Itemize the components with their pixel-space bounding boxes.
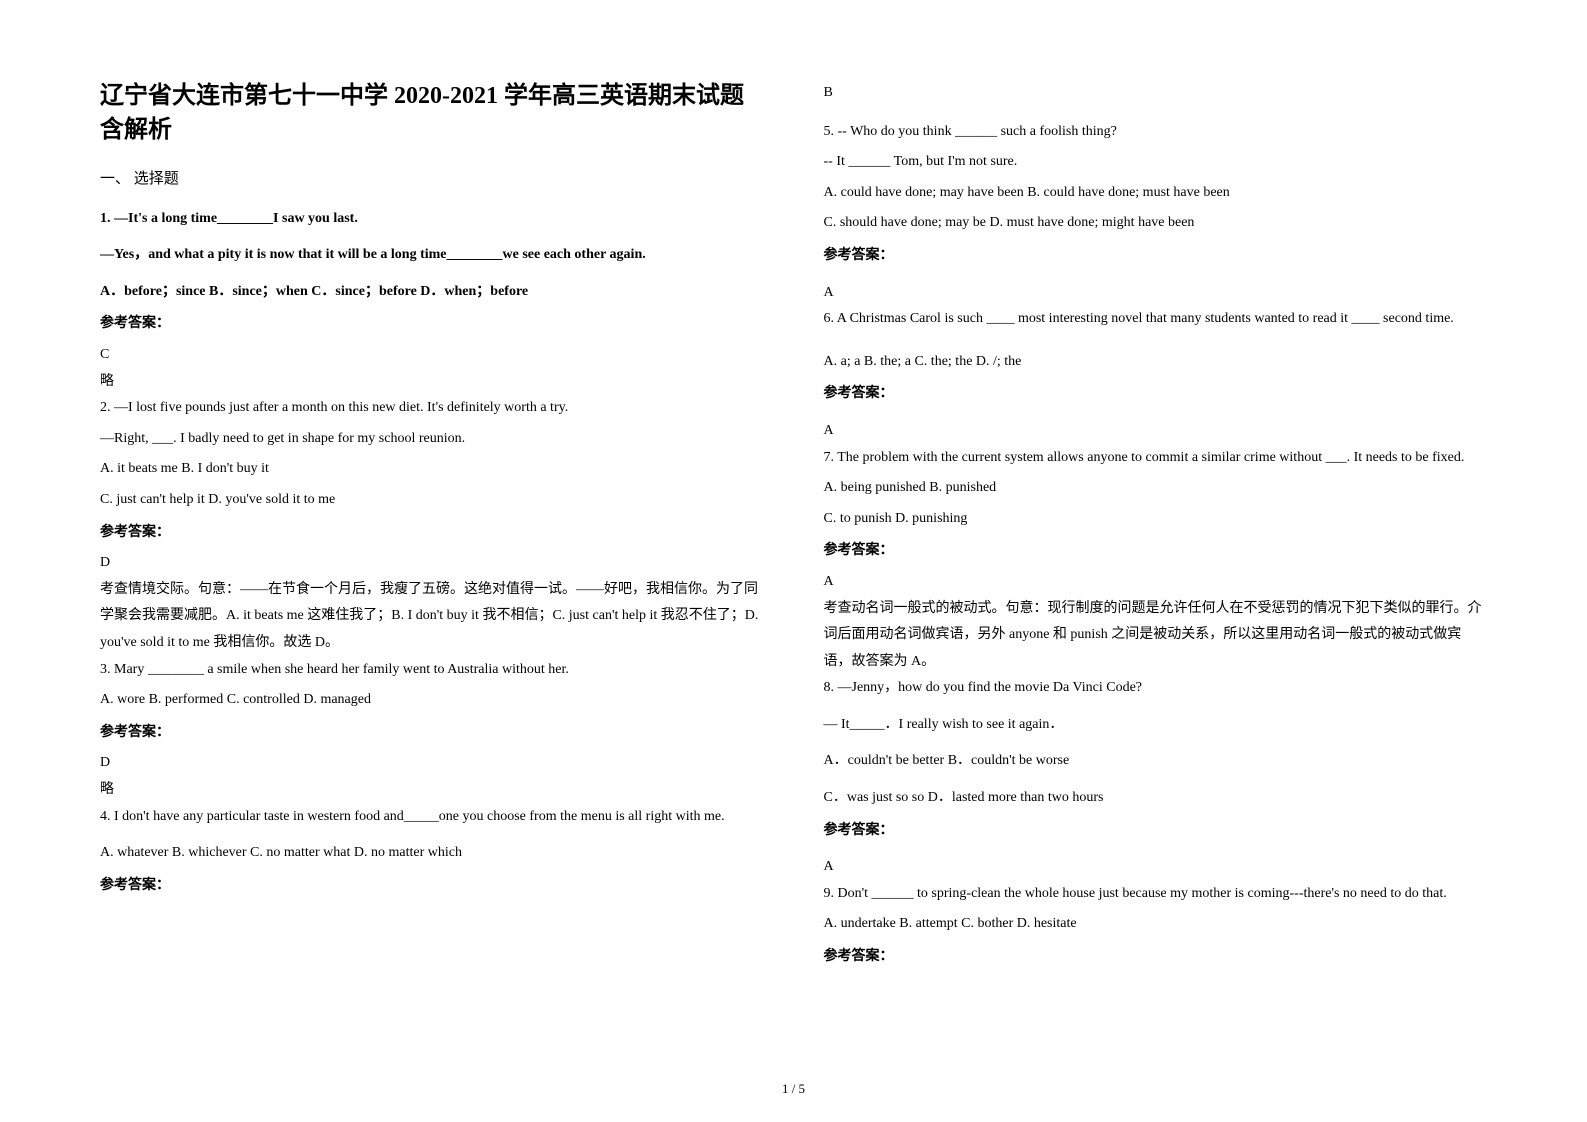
q2-answer: D xyxy=(100,550,764,577)
q5-answer: A xyxy=(824,280,1488,307)
left-column: 辽宁省大连市第七十一中学 2020-2021 学年高三英语期末试题含解析 一、 … xyxy=(100,80,764,975)
q1-answer: C xyxy=(100,342,764,369)
q5-line2: -- It ______ Tom, but I'm not sure. xyxy=(824,149,1488,176)
q4-options: A. whatever B. whichever C. no matter wh… xyxy=(100,840,764,867)
q2-optA: A. it beats me B. I don't buy it xyxy=(100,456,764,483)
answer-label: 参考答案： xyxy=(100,873,764,900)
q8-line1: 8. —Jenny，how do you find the movie Da V… xyxy=(824,675,1488,702)
q2-line1: 2. —I lost five pounds just after a mont… xyxy=(100,395,764,422)
q3-answer: D xyxy=(100,750,764,777)
q7-answer: A xyxy=(824,569,1488,596)
q2-optC: C. just can't help it D. you've sold it … xyxy=(100,487,764,514)
answer-label: 参考答案： xyxy=(100,720,764,747)
answer-label: 参考答案： xyxy=(824,538,1488,565)
q1-options: A．before；since B．since；when C．since；befo… xyxy=(100,279,764,306)
answer-label: 参考答案： xyxy=(824,818,1488,845)
doc-title: 辽宁省大连市第七十一中学 2020-2021 学年高三英语期末试题含解析 xyxy=(100,80,764,147)
q2-explanation: 考查情境交际。句意：——在节食一个月后，我瘦了五磅。这绝对值得一试。——好吧，我… xyxy=(100,577,764,657)
answer-label: 参考答案： xyxy=(824,381,1488,408)
q7-optA: A. being punished B. punished xyxy=(824,475,1488,502)
q5-line1: 5. -- Who do you think ______ such a foo… xyxy=(824,119,1488,146)
q9-line1: 9. Don't ______ to spring-clean the whol… xyxy=(824,881,1488,908)
q8-optC: C．was just so so D．lasted more than two … xyxy=(824,785,1488,812)
section-heading: 一、 选择题 xyxy=(100,165,764,194)
q2-line2: —Right, ___. I badly need to get in shap… xyxy=(100,426,764,453)
answer-label: 参考答案： xyxy=(100,311,764,338)
q5-optC: C. should have done; may be D. must have… xyxy=(824,210,1488,237)
q5-optA: A. could have done; may have been B. cou… xyxy=(824,180,1488,207)
q8-optA: A．couldn't be better B．couldn't be worse xyxy=(824,748,1488,775)
q3-line1: 3. Mary ________ a smile when she heard … xyxy=(100,657,764,684)
q4-line1: 4. I don't have any particular taste in … xyxy=(100,804,764,831)
q7-line1: 7. The problem with the current system a… xyxy=(824,445,1488,472)
q6-line1: 6. A Christmas Carol is such ____ most i… xyxy=(824,306,1488,333)
q3-note: 略 xyxy=(100,777,764,804)
q3-options: A. wore B. performed C. controlled D. ma… xyxy=(100,687,764,714)
answer-label: 参考答案： xyxy=(824,944,1488,971)
exam-page: 辽宁省大连市第七十一中学 2020-2021 学年高三英语期末试题含解析 一、 … xyxy=(0,0,1587,1015)
right-column: B 5. -- Who do you think ______ such a f… xyxy=(824,80,1488,975)
q1-note: 略 xyxy=(100,369,764,396)
q9-options: A. undertake B. attempt C. bother D. hes… xyxy=(824,911,1488,938)
q8-answer: A xyxy=(824,854,1488,881)
q6-answer: A xyxy=(824,418,1488,445)
q4-answer: B xyxy=(824,80,1488,107)
q8-line2: — It_____．I really wish to see it again． xyxy=(824,712,1488,739)
q1-line1: 1. —It's a long time________I saw you la… xyxy=(100,206,764,233)
answer-label: 参考答案： xyxy=(100,520,764,547)
q7-optC: C. to punish D. punishing xyxy=(824,506,1488,533)
q7-explanation: 考查动名词一般式的被动式。句意：现行制度的问题是允许任何人在不受惩罚的情况下犯下… xyxy=(824,596,1488,676)
answer-label: 参考答案： xyxy=(824,243,1488,270)
q6-options: A. a; a B. the; a C. the; the D. /; the xyxy=(824,349,1488,376)
q1-line2: —Yes，and what a pity it is now that it w… xyxy=(100,242,764,269)
page-number: 1 / 5 xyxy=(0,1081,1587,1097)
